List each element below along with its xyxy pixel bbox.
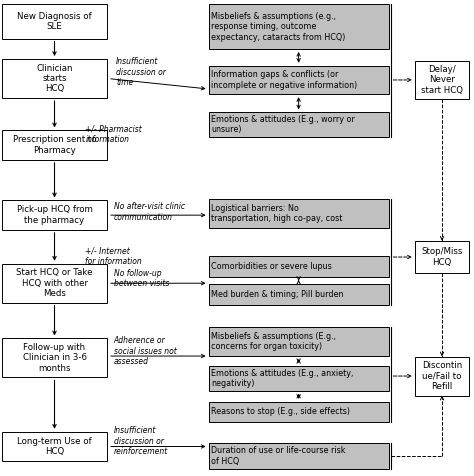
Text: Med burden & timing; Pill burden: Med burden & timing; Pill burden	[211, 290, 344, 298]
Text: Comorbidities or severe lupus: Comorbidities or severe lupus	[211, 262, 332, 271]
Text: Misbeliefs & assumptions (E.g.,
concerns for organ toxicity): Misbeliefs & assumptions (E.g., concerns…	[211, 332, 337, 351]
Text: Pick-up HCQ from
the pharmacy: Pick-up HCQ from the pharmacy	[17, 206, 92, 225]
Text: Discontin
ue/Fail to
Refill: Discontin ue/Fail to Refill	[422, 361, 462, 391]
Text: Emotions & attitudes (E.g., anxiety,
negativity): Emotions & attitudes (E.g., anxiety, neg…	[211, 369, 354, 388]
Text: New Diagnosis of
SLE: New Diagnosis of SLE	[17, 12, 92, 31]
Text: Reasons to stop (E.g., side effects): Reasons to stop (E.g., side effects)	[211, 407, 350, 416]
FancyBboxPatch shape	[2, 59, 107, 98]
Text: +/- Pharmacist
information: +/- Pharmacist information	[85, 125, 142, 144]
Text: Emotions & attitudes (E.g., worry or
unsure): Emotions & attitudes (E.g., worry or uns…	[211, 115, 356, 134]
FancyBboxPatch shape	[209, 256, 389, 277]
FancyBboxPatch shape	[209, 66, 389, 94]
Text: +/- Internet
for information: +/- Internet for information	[85, 247, 142, 266]
Text: Insufficient
discussion or
time: Insufficient discussion or time	[116, 58, 166, 87]
Text: Stop/Miss
HCQ: Stop/Miss HCQ	[421, 248, 463, 267]
Text: Long-term Use of
HCQ: Long-term Use of HCQ	[17, 437, 92, 456]
Text: Prescription sent to
Pharmacy: Prescription sent to Pharmacy	[13, 136, 96, 155]
FancyBboxPatch shape	[209, 199, 389, 228]
Text: Logistical barriers: No
transportation, high co-pay, cost: Logistical barriers: No transportation, …	[211, 204, 343, 223]
Text: No after-visit clinic
communication: No after-visit clinic communication	[114, 202, 185, 221]
FancyBboxPatch shape	[209, 284, 389, 305]
FancyBboxPatch shape	[209, 112, 389, 137]
Text: Insufficient
discussion or
reinforcement: Insufficient discussion or reinforcement	[114, 426, 168, 456]
FancyBboxPatch shape	[415, 241, 469, 273]
Text: Adherence or
social issues not
assessed: Adherence or social issues not assessed	[114, 337, 176, 366]
Text: Follow-up with
Clinician in 3-6
months: Follow-up with Clinician in 3-6 months	[22, 343, 87, 373]
Text: No follow-up
between visits: No follow-up between visits	[114, 269, 169, 288]
FancyBboxPatch shape	[209, 366, 389, 391]
Text: Misbeliefs & assumptions (e.g.,
response timing, outcome
expectancy, cataracts f: Misbeliefs & assumptions (e.g., response…	[211, 12, 346, 41]
Text: Delay/
Never
start HCQ: Delay/ Never start HCQ	[421, 65, 463, 95]
FancyBboxPatch shape	[209, 4, 389, 49]
FancyBboxPatch shape	[2, 130, 107, 160]
FancyBboxPatch shape	[2, 432, 107, 461]
Text: Start HCQ or Take
HCQ with other
Meds: Start HCQ or Take HCQ with other Meds	[16, 268, 93, 298]
FancyBboxPatch shape	[209, 327, 389, 356]
FancyBboxPatch shape	[415, 61, 469, 99]
Text: Clinician
starts
HCQ: Clinician starts HCQ	[36, 64, 73, 93]
FancyBboxPatch shape	[209, 402, 389, 422]
FancyBboxPatch shape	[415, 357, 469, 396]
FancyBboxPatch shape	[2, 338, 107, 377]
FancyBboxPatch shape	[2, 264, 107, 303]
Text: Duration of use or life-course risk
of HCQ: Duration of use or life-course risk of H…	[211, 446, 346, 466]
FancyBboxPatch shape	[2, 4, 107, 39]
FancyBboxPatch shape	[209, 443, 389, 469]
FancyBboxPatch shape	[2, 200, 107, 230]
Text: Information gaps & conflicts (or
incomplete or negative information): Information gaps & conflicts (or incompl…	[211, 70, 358, 89]
